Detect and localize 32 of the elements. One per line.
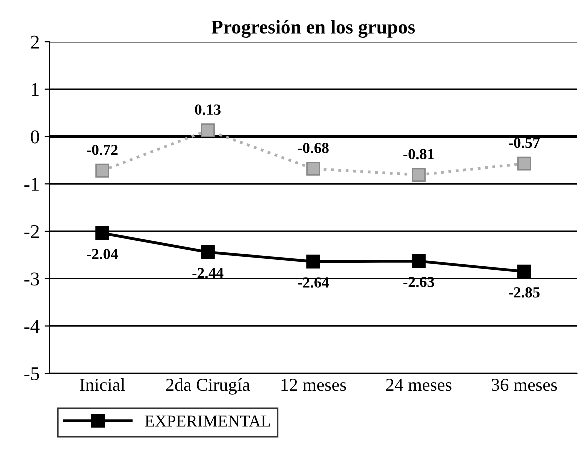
data-label: 0.13 [195,104,221,116]
y-tick-label: -2 [24,225,40,238]
y-tick-label: -4 [24,320,40,333]
y-tick-label: 2 [31,36,40,49]
point [412,254,426,268]
y-tick-label: 1 [32,83,39,96]
point [201,124,215,138]
data-label: -2.04 [87,249,118,260]
x-tick-label: 24 meses [386,379,452,392]
x-tick-label: Inicial [80,378,126,392]
legend-label: EXPERIMENTAL [145,416,270,427]
point [306,162,320,176]
x-tick-label: 2da Cirugía [166,378,250,395]
point [96,164,110,178]
point [518,156,532,171]
data-label: -0.68 [298,143,329,154]
y-tick-label: 0 [31,130,40,144]
point [412,168,426,182]
x-tick-label: 36 meses [492,379,558,392]
data-label: -0.72 [87,144,118,156]
y-tick-label: -1 [24,178,39,191]
data-label: -0.81 [404,149,434,160]
point [201,245,215,260]
point [306,254,320,269]
data-label: -2.44 [192,268,224,278]
data-label: -2.85 [509,287,540,298]
point [518,264,532,279]
point [96,226,110,240]
y-tick-label: -3 [24,272,40,286]
x-tick-label: 12 meses [282,379,346,392]
y-tick-label: -5 [24,368,40,381]
chart-title: Progresión en los grupos [212,20,416,38]
